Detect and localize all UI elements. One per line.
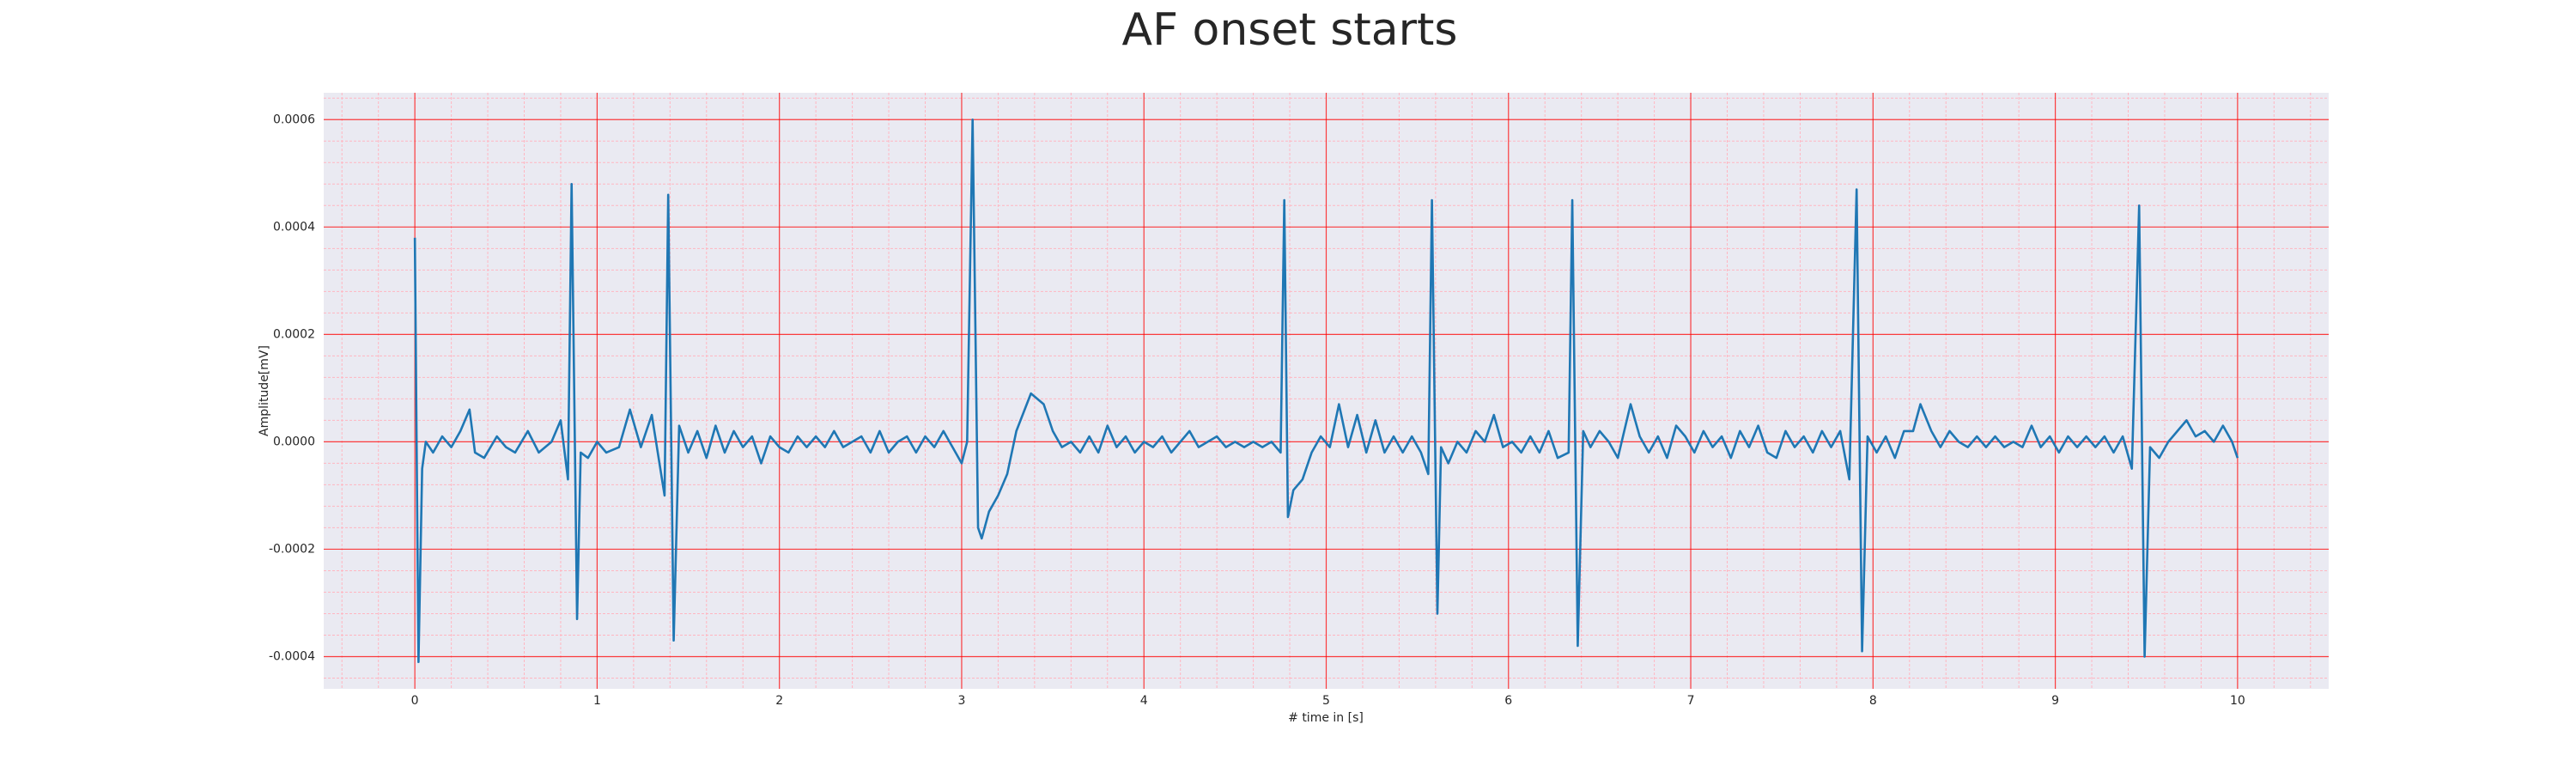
x-tick-label: 8: [1869, 694, 1877, 708]
x-tick-label: 2: [775, 694, 783, 708]
x-tick-label: 0: [411, 694, 419, 708]
y-tick-label: 0.0000: [273, 435, 315, 448]
x-tick-label: 9: [2051, 694, 2059, 708]
x-tick-label: 6: [1504, 694, 1512, 708]
y-tick-label: -0.0004: [269, 649, 315, 663]
x-tick-label: 1: [593, 694, 601, 708]
x-tick-label: 10: [2230, 694, 2245, 708]
y-tick-label: 0.0002: [273, 327, 315, 341]
chart-title: AF onset starts: [1122, 4, 1458, 56]
y-tick-label: 0.0006: [273, 113, 315, 126]
ecg-line: [413, 118, 2239, 664]
y-tick-label: 0.0004: [273, 220, 315, 234]
x-axis-label: # time in [s]: [1288, 711, 1364, 725]
x-tick-label: 4: [1140, 694, 1148, 708]
x-tick-label: 5: [1322, 694, 1330, 708]
x-tick-label: 7: [1687, 694, 1695, 708]
y-tick-label: -0.0002: [269, 542, 315, 556]
y-axis-label: Amplitude[mV]: [258, 345, 271, 436]
x-tick-label: 3: [957, 694, 965, 708]
